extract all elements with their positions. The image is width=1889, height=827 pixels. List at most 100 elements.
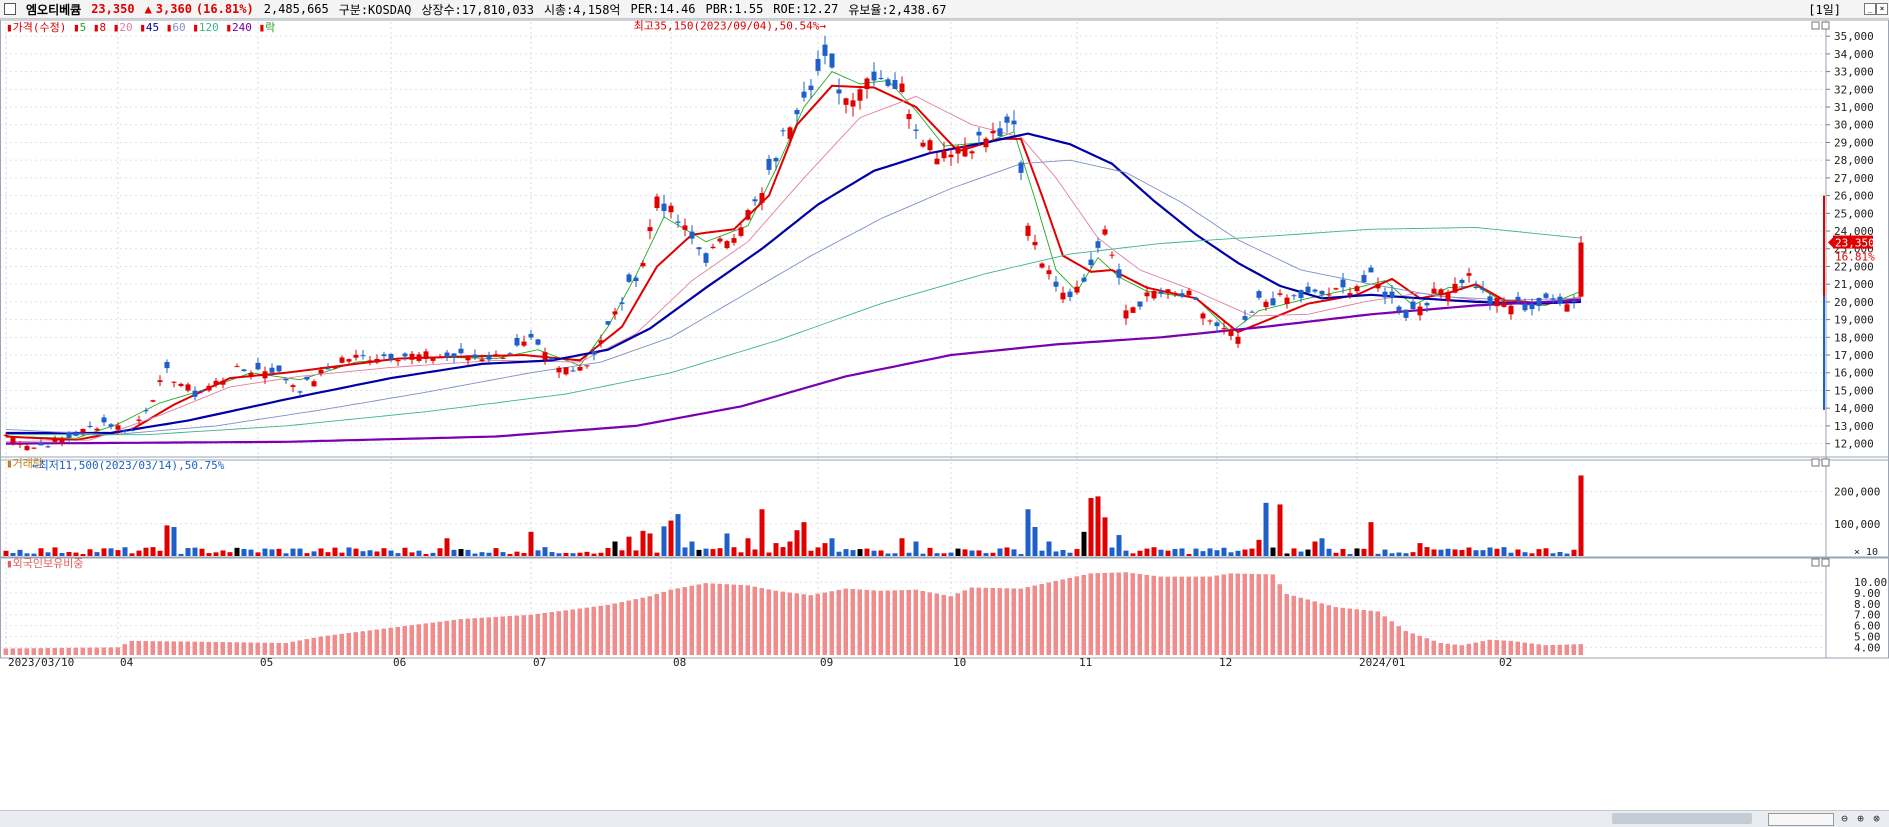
candle (1368, 264, 1374, 273)
candle (192, 386, 198, 401)
volume-bar (1550, 553, 1556, 556)
volume-bar (1340, 548, 1346, 556)
volume-bar (640, 530, 646, 556)
candle-body (1011, 120, 1017, 125)
panel-maximize-icon (1811, 558, 1820, 567)
volume-bar (1529, 553, 1535, 556)
candle (171, 381, 177, 388)
volume-bar (1249, 548, 1255, 556)
candle (1095, 237, 1101, 253)
candle (472, 349, 478, 360)
chart-scrollbar[interactable]: ⊖ ⊕ ⊗ (0, 810, 1889, 827)
foreign-ownership-bar (297, 640, 302, 655)
candle-body (1389, 291, 1395, 298)
foreign-ownership-bar (1375, 611, 1380, 655)
candle (1445, 289, 1451, 306)
volume-bar (458, 549, 464, 556)
candle-body (668, 205, 674, 213)
volume-bar (171, 527, 177, 556)
candle (108, 423, 114, 430)
x-tick-label: 07 (533, 656, 546, 669)
candle-body (500, 357, 506, 359)
volume-bar (381, 548, 387, 556)
foreign-ownership-bar (381, 628, 386, 655)
volume-bar (101, 548, 107, 556)
foreign-ownership-bar (1305, 599, 1310, 655)
candle (1571, 294, 1577, 309)
candle (38, 439, 44, 446)
foreign-ownership-bar (1130, 573, 1135, 655)
foreign-ownership-bar (227, 642, 232, 655)
current-price-arrow-icon (1828, 237, 1833, 248)
volume-bar (451, 549, 457, 556)
zoom-slider[interactable] (1768, 813, 1834, 826)
volume-bar (31, 553, 37, 556)
candle (1109, 251, 1115, 259)
minimize-icon[interactable]: _ (1864, 3, 1876, 15)
zoom-in-icon[interactable]: ⊕ (1857, 812, 1864, 825)
candle-body (1431, 288, 1437, 294)
candle (45, 445, 51, 449)
candle-body (150, 400, 156, 402)
scrollbar-thumb[interactable] (1612, 813, 1752, 824)
panel-close-icon (1821, 558, 1830, 567)
foreign-ownership-bar (101, 647, 106, 655)
candle (10, 437, 16, 446)
zoom-reset-icon[interactable]: ⊗ (1873, 812, 1880, 825)
x-tick-label: 11 (1079, 656, 1092, 669)
foreign-ownership-bar (136, 640, 141, 655)
volume-bar (745, 538, 751, 556)
foreign-ownership-bar (164, 641, 169, 655)
foreign-ownership-bar (465, 618, 470, 655)
volume-unit-label: × 10 (1854, 547, 1878, 558)
x-tick-label: 12 (1219, 656, 1232, 669)
foreign-ownership-bar (752, 586, 757, 655)
candle (1354, 284, 1360, 295)
candle-body (710, 246, 716, 249)
price-tick-label: 29,000 (1834, 136, 1874, 149)
candle (724, 239, 730, 250)
x-tick-label: 2023/03/10 (8, 656, 74, 669)
volume-bar (1557, 551, 1563, 556)
volume-bar (1046, 541, 1052, 556)
period-selector[interactable]: [1일] (1808, 3, 1841, 17)
volume-bar (1431, 549, 1437, 556)
volume-bar (1368, 522, 1374, 556)
stock-name[interactable]: 엠오티베큠 (26, 2, 82, 17)
candle (766, 154, 772, 175)
candle-body (703, 253, 709, 263)
close-icon[interactable]: × (1876, 3, 1888, 15)
candle-body (164, 361, 170, 369)
candle (913, 124, 919, 140)
volume-bar (1501, 547, 1507, 556)
volume-bar (661, 526, 667, 556)
candle-body (1529, 303, 1535, 310)
candle (626, 272, 632, 284)
volume-bar (1137, 550, 1143, 556)
candle (752, 196, 758, 206)
volume-bar (493, 548, 499, 556)
foreign-ownership-bar (213, 641, 218, 655)
foreign-ownership-bar (521, 615, 526, 655)
candle-body (871, 71, 877, 81)
candle-body (577, 367, 583, 371)
foreign-ownership-bar (892, 590, 897, 655)
candle-body (66, 432, 72, 438)
volume-bar (794, 530, 800, 556)
zoom-out-icon[interactable]: ⊖ (1841, 812, 1848, 825)
foreign-ownership-bar (1193, 576, 1198, 655)
volume-bar (262, 548, 268, 556)
legend-ma-240: 240 (232, 21, 259, 34)
candle-body (1151, 290, 1157, 299)
candle-body (290, 385, 296, 387)
candle (1088, 252, 1094, 269)
stock-chart[interactable]: 2023/03/10 04 05 06 07 08 09 10 11 12 2024/01 02 35,… (0, 19, 1889, 809)
candle (164, 359, 170, 374)
candle-body (101, 417, 107, 423)
foreign-ownership-bar (563, 610, 568, 655)
foreign-ownership-bar (1053, 580, 1058, 655)
candle-body (1445, 291, 1451, 301)
candle-body (1074, 286, 1080, 293)
candle-body (843, 98, 849, 105)
checkbox-icon[interactable] (4, 3, 16, 15)
